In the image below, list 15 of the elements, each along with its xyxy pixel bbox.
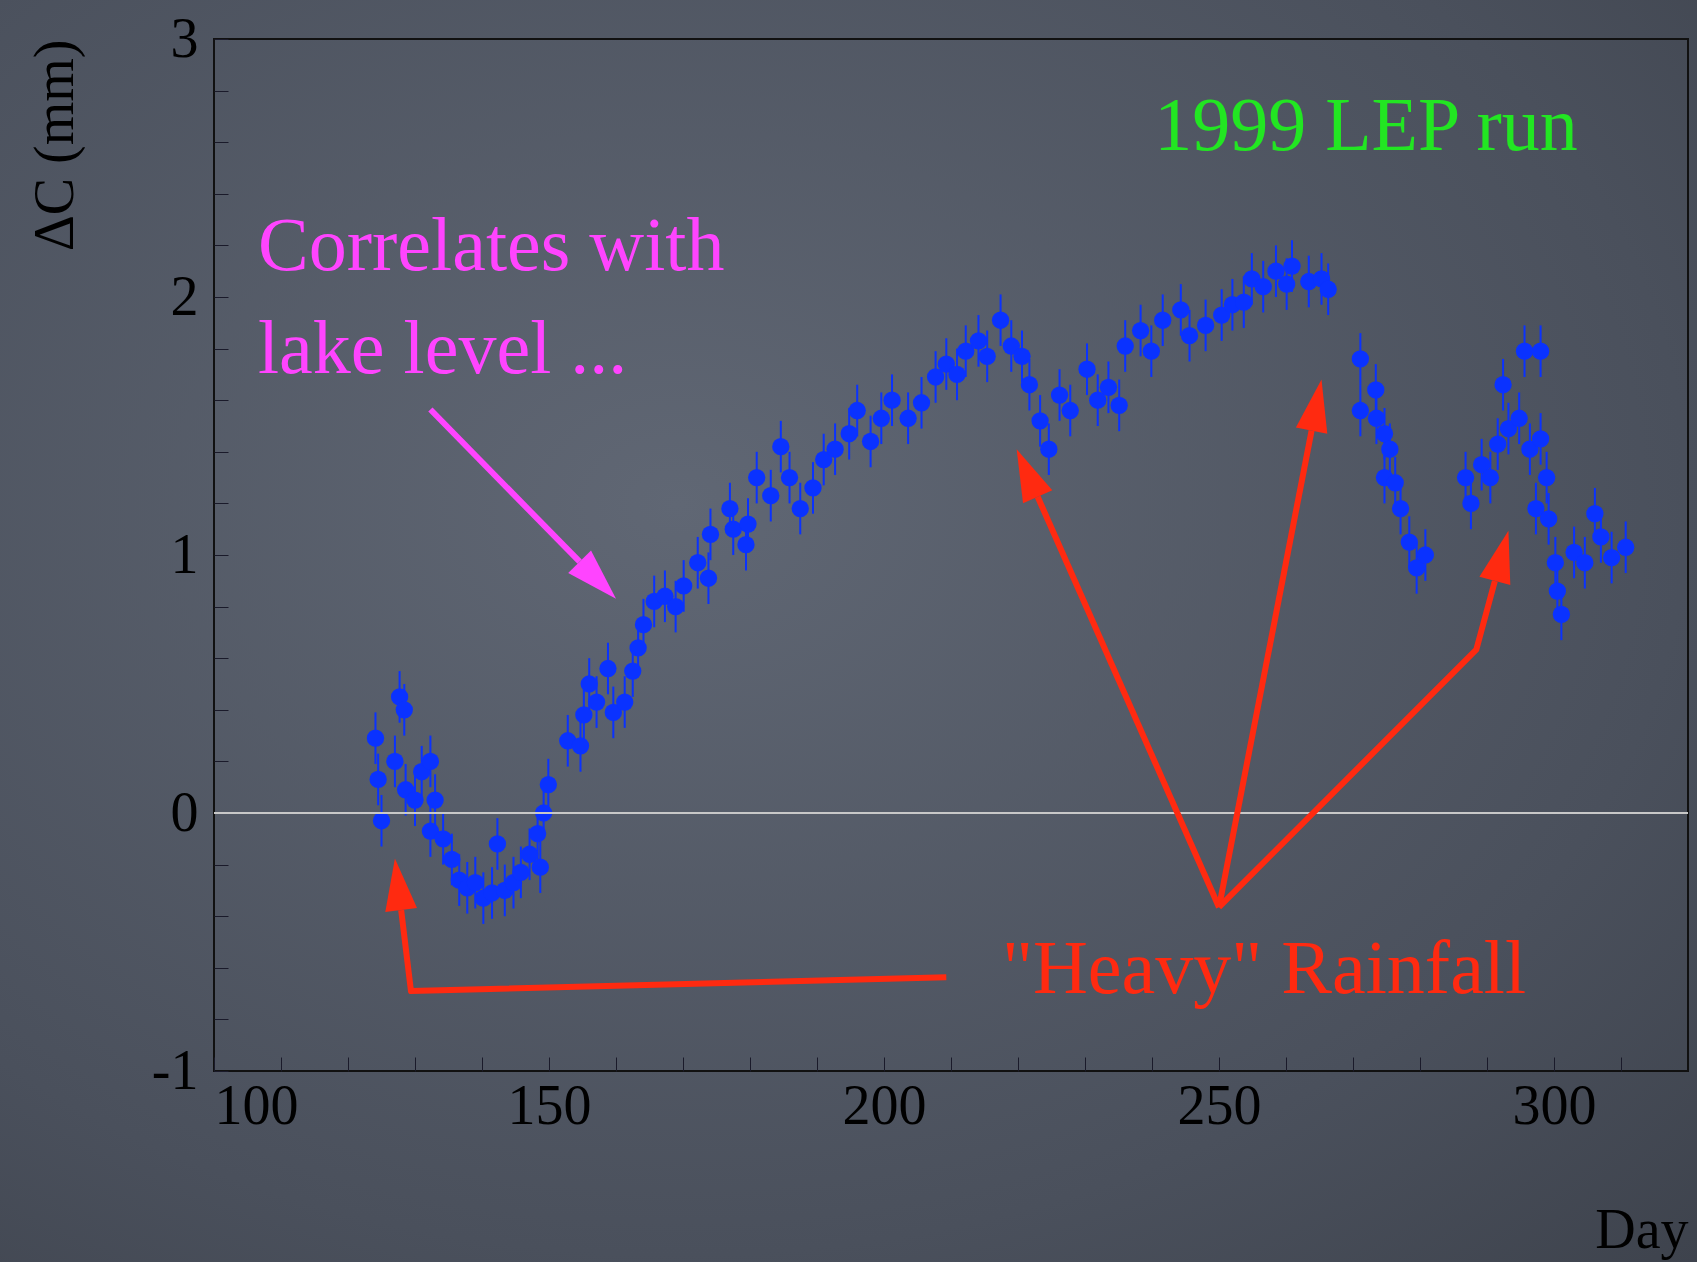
y-tick-label: -1 [151,1038,199,1101]
y-tick-label: 3 [170,6,199,69]
annotation: Correlates with lake level ... [258,202,725,389]
y-tick-label: 0 [170,780,199,843]
x-tick-label: 150 [507,1073,592,1136]
y-tick-label: 1 [170,522,199,585]
annotation: 1999 LEP run [1154,82,1578,166]
x-tick-label: 250 [1177,1073,1262,1136]
annotation: "Heavy" Rainfall [1001,925,1527,1009]
x-tick-label: 200 [842,1073,927,1136]
x-tick-label: 300 [1512,1073,1597,1136]
y-axis-title: ΔC (mm) [22,39,86,252]
x-tick-label: 100 [214,1073,299,1136]
y-tick-label: 2 [170,264,199,327]
x-axis-title: Day [1595,1197,1689,1260]
